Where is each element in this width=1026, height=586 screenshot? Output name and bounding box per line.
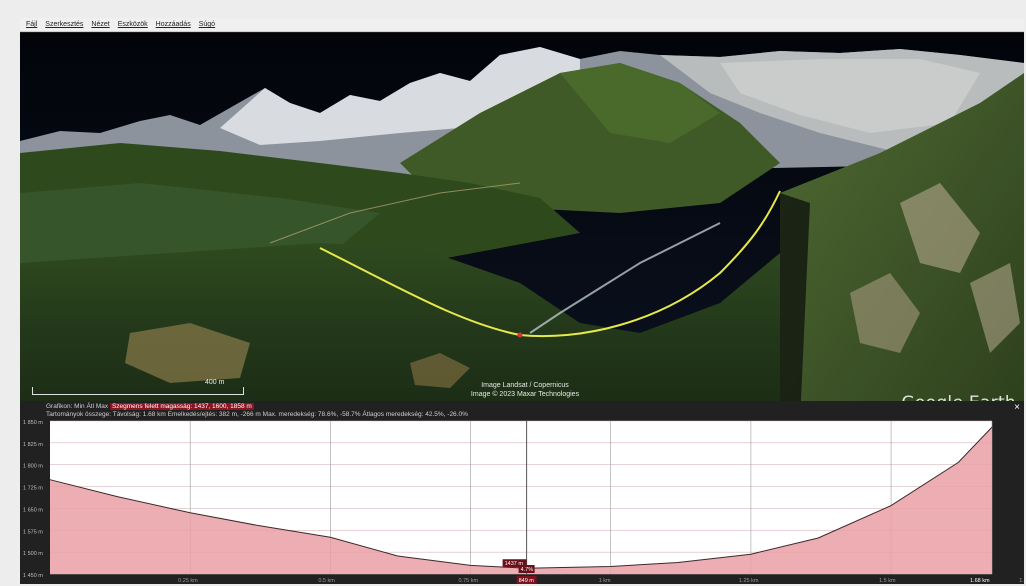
app-window: Fájl Szerkesztés Nézet Eszközök Hozzáadá…: [20, 18, 1024, 584]
scale-bar: [32, 387, 244, 395]
menu-help[interactable]: Súgó: [198, 21, 216, 28]
close-icon[interactable]: ×: [1014, 402, 1020, 413]
cursor-distance-label: 849 m: [519, 578, 535, 584]
y-tick-label: 1 575 m: [23, 529, 43, 535]
cursor-slope-box: [518, 565, 535, 573]
profile-info-line-1: Grafikon: Min Átl Max Szegmens felett ma…: [46, 403, 254, 410]
elevation-chart[interactable]: 1 850 m 1 825 m 1 800 m 1 725 m 1 650 m 1 575…: [20, 419, 1024, 584]
y-tick-label: 1 650 m: [23, 507, 43, 513]
terrain-view: [20, 33, 1024, 421]
menu-edit[interactable]: Szerkesztés: [45, 21, 84, 28]
imagery-attribution-1: Image Landsat / Copernicus: [481, 382, 569, 389]
x-tick-label: 1.68 km: [970, 578, 990, 584]
cursor-distance-box: [516, 576, 537, 584]
elevation-area: [50, 427, 992, 574]
scale-label: 400 m: [205, 379, 225, 386]
menu-bar: Fájl Szerkesztés Nézet Eszközök Hozzáadá…: [20, 18, 1024, 32]
imagery-attribution-2: Image © 2023 Maxar Technologies: [470, 391, 580, 398]
menu-file[interactable]: Fájl: [26, 21, 38, 28]
x-tick-label: 0.75 km: [459, 578, 479, 584]
x-tick-label: 1 km: [599, 578, 611, 584]
x-tick-label: 1.75 km: [1019, 578, 1024, 584]
menu-tools[interactable]: Eszközök: [117, 21, 148, 28]
cursor-value-label: 1437 m: [505, 561, 524, 567]
x-tick-label: 1.25 km: [739, 578, 759, 584]
y-tick-label: 1 850 m: [23, 420, 43, 426]
y-tick-label: 1 450 m: [23, 573, 43, 579]
cursor-value-box: [502, 559, 527, 568]
cursor-slope-label: 4.7%: [521, 567, 534, 573]
x-tick-label: 1.5 km: [879, 578, 896, 584]
menu-add[interactable]: Hozzáadás: [155, 21, 191, 28]
y-tick-label: 1 725 m: [23, 486, 43, 492]
y-tick-label: 1 800 m: [23, 464, 43, 470]
profile-info-line-2: Tartományok összege: Távolság: 1.68 km E…: [46, 411, 468, 418]
y-tick-label: 1 500 m: [23, 551, 43, 557]
map-viewport[interactable]: 400 m Image Landsat / Copernicus Image ©…: [20, 33, 1024, 421]
x-tick-label: 0.5 km: [318, 578, 335, 584]
x-tick-label: 0.25 km: [178, 578, 198, 584]
graph-stats-label: Grafikon: Min Átl Max: [46, 403, 109, 410]
menu-view[interactable]: Nézet: [91, 21, 110, 28]
elevation-profile-panel: Grafikon: Min Átl Max Szegmens felett ma…: [20, 401, 1024, 584]
segment-elevation-highlight: Szegmens felett magasság: 1437, 1600, 18…: [109, 403, 254, 410]
y-tick-label: 1 825 m: [23, 442, 43, 448]
